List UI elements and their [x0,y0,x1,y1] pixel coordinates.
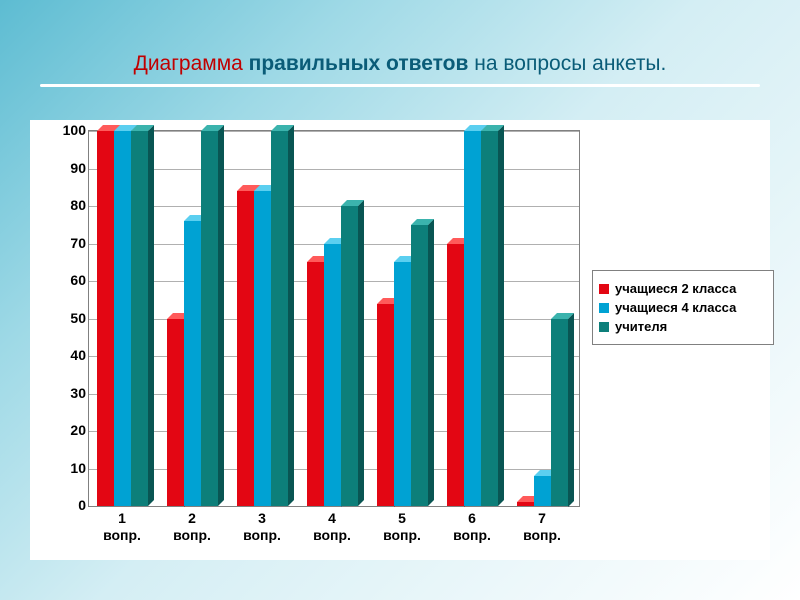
y-tick-label: 40 [46,347,86,363]
bar [97,131,114,506]
bar [411,225,428,506]
x-tick-label: 4вопр. [305,510,360,544]
plot-frame [88,130,580,507]
bar [377,304,394,507]
y-tick-label: 20 [46,422,86,438]
title-segment-a: Диаграмма [134,52,243,75]
bar [551,319,568,507]
legend-swatch [599,303,609,313]
y-tick-label: 30 [46,385,86,401]
bar [201,131,218,506]
legend-label: учащиеся 4 класса [615,300,736,315]
bar [307,262,324,506]
slide-title: Диаграмма правильных ответов на вопросы … [134,52,667,76]
bar [464,131,481,506]
x-tick-label: 2вопр. [165,510,220,544]
y-tick-label: 10 [46,460,86,476]
legend-label: учителя [615,319,667,334]
bar [131,131,148,506]
legend-swatch [599,322,609,332]
legend-label: учащиеся 2 класса [615,281,736,296]
bar [271,131,288,506]
legend-item: учителя [599,319,767,334]
legend: учащиеся 2 класса учащиеся 4 класса учит… [592,270,774,345]
title-underline [40,84,760,87]
bar [481,131,498,506]
bar [114,131,131,506]
bar [534,476,551,506]
x-tick-label: 5вопр. [375,510,430,544]
legend-item: учащиеся 4 класса [599,300,767,315]
legend-swatch [599,284,609,294]
title-segment-b: правильных ответов [243,52,474,75]
legend-item: учащиеся 2 класса [599,281,767,296]
y-tick-label: 90 [46,160,86,176]
bar [341,206,358,506]
x-tick-label: 6вопр. [445,510,500,544]
bar [447,244,464,507]
grid-line [89,131,579,132]
bar [517,502,534,506]
bar [184,221,201,506]
bar [167,319,184,507]
chart-area: 0 10 20 30 40 50 60 70 80 90 100 1вопр. 2вопр. 3вопр… [30,120,770,560]
bar [237,191,254,506]
bar [254,191,271,506]
grid-line [89,169,579,170]
y-tick-label: 80 [46,197,86,213]
y-tick-label: 0 [46,497,86,513]
x-tick-label: 7вопр. [515,510,570,544]
title-segment-c: на вопросы анкеты. [474,52,666,75]
grid-line [89,206,579,207]
x-tick-label: 1вопр. [95,510,150,544]
bar [324,244,341,507]
y-tick-label: 50 [46,310,86,326]
y-tick-label: 100 [46,122,86,138]
title-bar: Диаграмма правильных ответов на вопросы … [40,44,760,84]
y-tick-label: 70 [46,235,86,251]
slide: Диаграмма правильных ответов на вопросы … [0,0,800,600]
x-tick-label: 3вопр. [235,510,290,544]
bar [394,262,411,506]
y-tick-label: 60 [46,272,86,288]
